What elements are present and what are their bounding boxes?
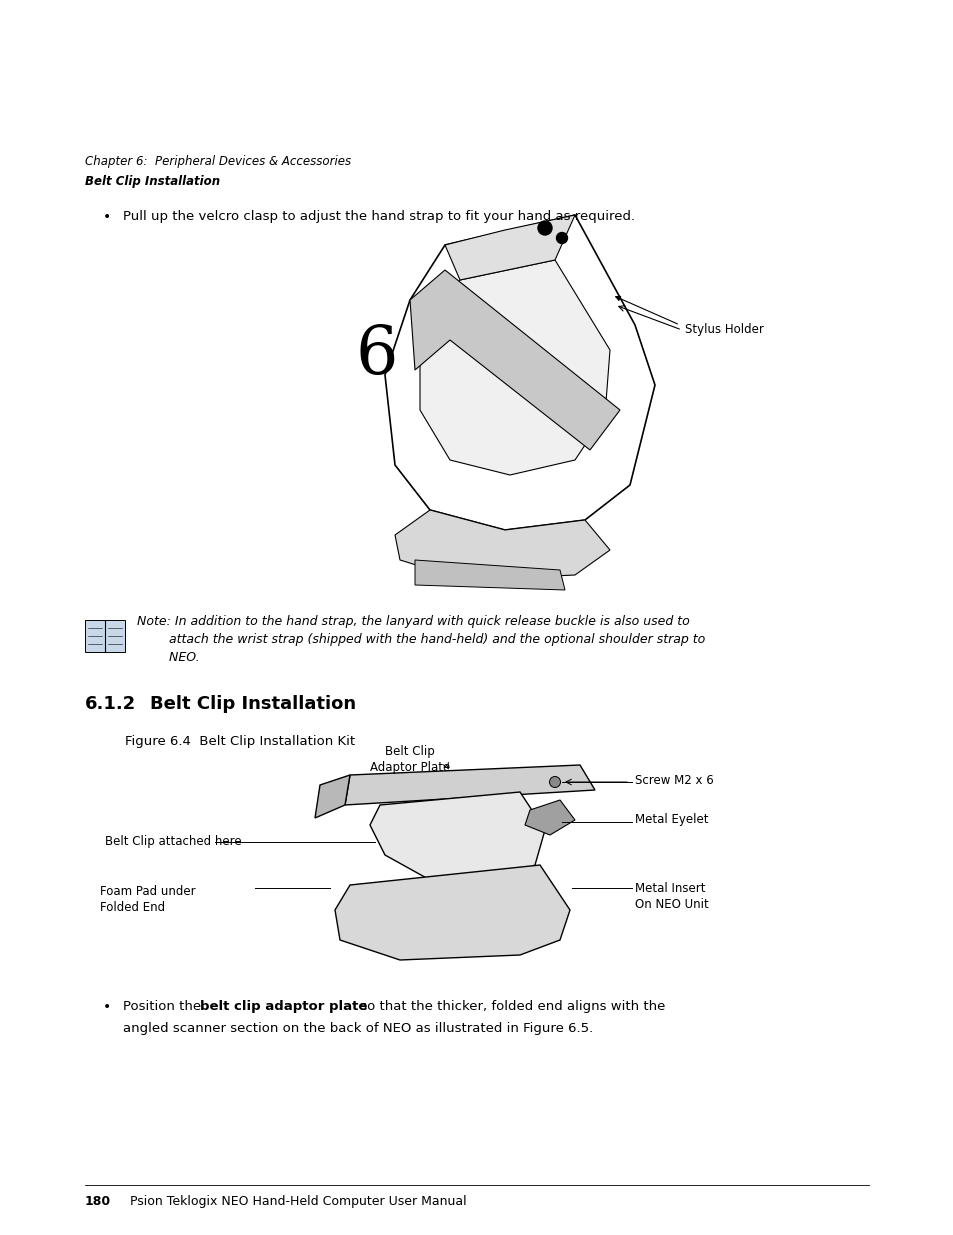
Text: 6.1.2: 6.1.2 <box>85 695 136 713</box>
Polygon shape <box>370 792 544 885</box>
Text: Note: In addition to the hand strap, the lanyard with quick release buckle is al: Note: In addition to the hand strap, the… <box>137 615 704 664</box>
Polygon shape <box>444 215 575 280</box>
Text: Belt Clip
Adaptor Plate: Belt Clip Adaptor Plate <box>370 745 450 774</box>
Polygon shape <box>419 261 609 475</box>
Polygon shape <box>524 800 575 835</box>
Text: Belt Clip attached here: Belt Clip attached here <box>105 836 241 848</box>
Text: Chapter 6:  Peripheral Devices & Accessories: Chapter 6: Peripheral Devices & Accessor… <box>85 156 351 168</box>
FancyBboxPatch shape <box>85 620 105 652</box>
FancyBboxPatch shape <box>105 620 125 652</box>
Text: Belt Clip Installation: Belt Clip Installation <box>85 175 220 188</box>
Polygon shape <box>395 510 609 580</box>
Text: Figure 6.4  Belt Clip Installation Kit: Figure 6.4 Belt Clip Installation Kit <box>125 735 355 748</box>
Text: Position the: Position the <box>123 1000 205 1013</box>
Text: Pull up the velcro clasp to adjust the hand strap to fit your hand as required.: Pull up the velcro clasp to adjust the h… <box>123 210 635 224</box>
Text: Foam Pad under
Folded End: Foam Pad under Folded End <box>100 885 195 914</box>
Text: angled scanner section on the back of NEO as illustrated in Figure 6.5.: angled scanner section on the back of NE… <box>123 1023 593 1035</box>
Polygon shape <box>345 764 595 805</box>
Polygon shape <box>415 559 564 590</box>
Text: 180: 180 <box>85 1195 111 1208</box>
Text: Psion Teklogix NEO Hand-Held Computer User Manual: Psion Teklogix NEO Hand-Held Computer Us… <box>130 1195 466 1208</box>
Polygon shape <box>410 270 619 450</box>
Circle shape <box>537 221 552 235</box>
Polygon shape <box>314 776 350 818</box>
Text: Screw M2 x 6: Screw M2 x 6 <box>635 773 713 787</box>
Text: Metal Eyelet: Metal Eyelet <box>635 814 708 826</box>
Text: belt clip adaptor plate: belt clip adaptor plate <box>199 1000 367 1013</box>
Text: •: • <box>103 1000 112 1014</box>
Text: Belt Clip Installation: Belt Clip Installation <box>150 695 355 713</box>
Text: Metal Insert
On NEO Unit: Metal Insert On NEO Unit <box>635 882 708 911</box>
Text: Stylus Holder: Stylus Holder <box>684 324 763 336</box>
Text: 6: 6 <box>355 322 397 388</box>
Polygon shape <box>335 864 569 960</box>
Text: so that the thicker, folded end aligns with the: so that the thicker, folded end aligns w… <box>355 1000 665 1013</box>
Circle shape <box>556 232 567 243</box>
Circle shape <box>549 777 560 788</box>
Text: •: • <box>103 210 112 224</box>
